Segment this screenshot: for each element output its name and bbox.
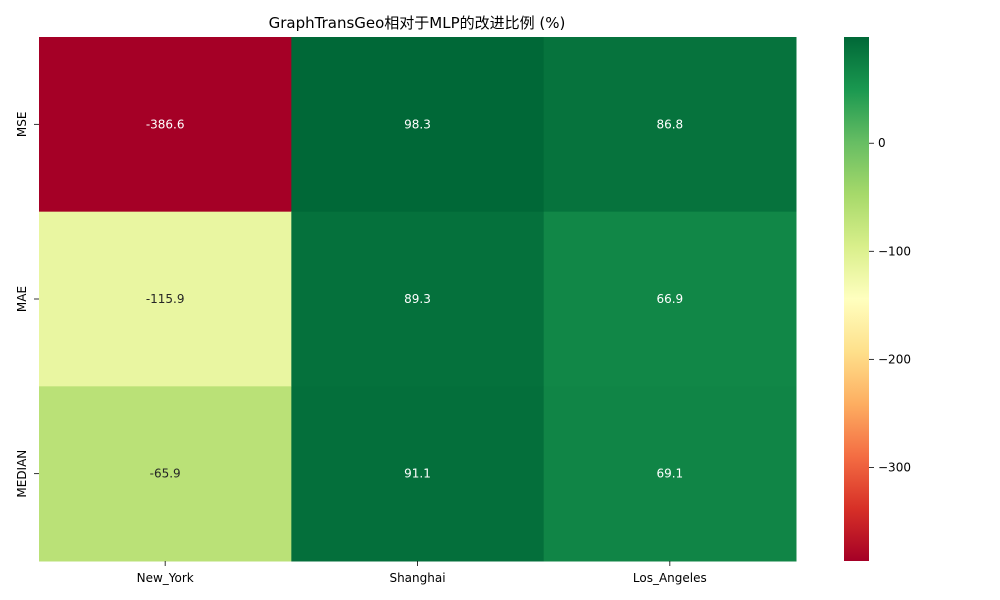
heatmap-cell — [291, 211, 545, 387]
colorbar-axis: 0 −100 −200 −300 — [869, 136, 911, 474]
heatmap-cell — [543, 386, 797, 562]
y-tick-label: MEDIAN — [15, 450, 29, 498]
cell-value-label: -386.6 — [146, 117, 185, 131]
chart-title: GraphTransGeo相对于MLP的改进比例 (%) — [269, 14, 566, 32]
x-tick-label: Los_Angeles — [633, 571, 707, 585]
cell-value-label: 86.8 — [656, 117, 683, 131]
heatmap-cells: -386.6 98.3 86.8 -115.9 89.3 66.9 -65.9 91.1 69.… — [39, 37, 797, 562]
cell-value-label: 66.9 — [656, 292, 683, 306]
heatmap-cell — [543, 37, 797, 213]
colorbar-tick-label: −200 — [878, 352, 911, 366]
colorbar-tick-label: −100 — [878, 244, 911, 258]
heatmap-cell — [39, 386, 292, 562]
cell-value-label: 98.3 — [404, 117, 431, 131]
y-axis: MSE MAE MEDIAN — [15, 112, 39, 498]
heatmap-cell — [291, 37, 545, 213]
x-tick-label: Shanghai — [389, 571, 445, 585]
y-tick-label: MAE — [15, 286, 29, 312]
cell-value-label: -65.9 — [150, 467, 181, 481]
colorbar-tick-label: 0 — [878, 136, 886, 150]
heatmap-cell — [291, 386, 545, 562]
cell-value-label: 91.1 — [404, 467, 431, 481]
heatmap-cell — [39, 37, 292, 213]
y-tick-label: MSE — [15, 112, 29, 138]
cell-value-label: -115.9 — [146, 292, 185, 306]
heatmap-cell — [543, 211, 797, 387]
colorbar — [844, 37, 869, 561]
x-axis: New_York Shanghai Los_Angeles — [137, 561, 707, 585]
x-tick-label: New_York — [137, 571, 194, 585]
colorbar-tick-label: −300 — [878, 460, 911, 474]
heatmap-cell — [39, 211, 292, 387]
cell-value-label: 89.3 — [404, 292, 431, 306]
cell-value-label: 69.1 — [656, 467, 683, 481]
